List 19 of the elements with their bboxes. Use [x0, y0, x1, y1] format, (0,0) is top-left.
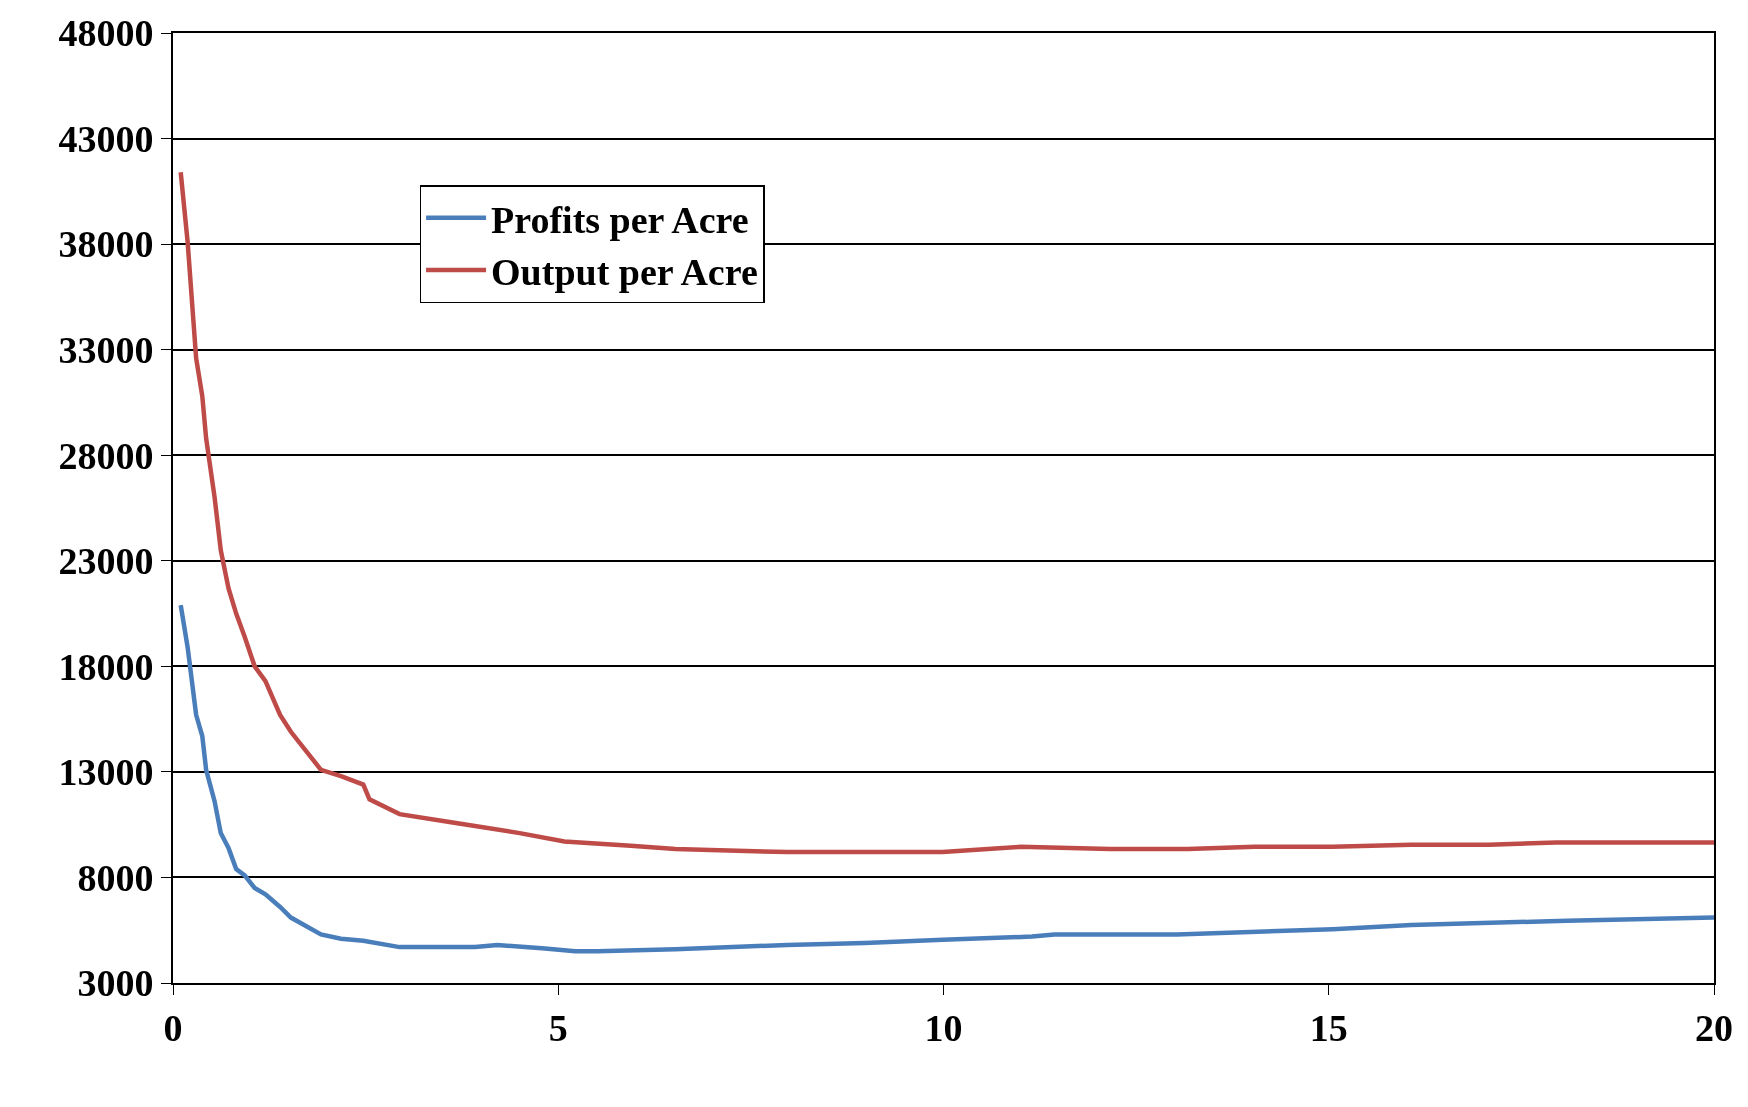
y-tick-label: 33000 — [58, 328, 154, 371]
x-tick-label: 5 — [548, 1006, 568, 1049]
x-tick-label: 10 — [924, 1006, 963, 1049]
y-tick-label: 18000 — [58, 645, 154, 688]
y-tick-label: 48000 — [58, 12, 154, 55]
y-tick-label: 8000 — [77, 856, 154, 899]
y-tick-label: 28000 — [58, 434, 154, 477]
legend-label: Profits per Acre — [491, 198, 749, 241]
y-tick-label: 13000 — [58, 751, 154, 794]
x-tick-label: 15 — [1309, 1006, 1348, 1049]
x-tick-label: 0 — [163, 1006, 183, 1049]
line-series — [178, 602, 1714, 954]
y-tick-label: 38000 — [58, 223, 154, 266]
y-tick-label: 43000 — [58, 117, 154, 160]
x-tick-label: 20 — [1695, 1006, 1733, 1049]
y-tick-label: 23000 — [58, 540, 154, 583]
y-tick-label: 3000 — [77, 962, 154, 1005]
line-series — [178, 170, 1714, 855]
legend-label: Output per Acre — [491, 250, 758, 293]
